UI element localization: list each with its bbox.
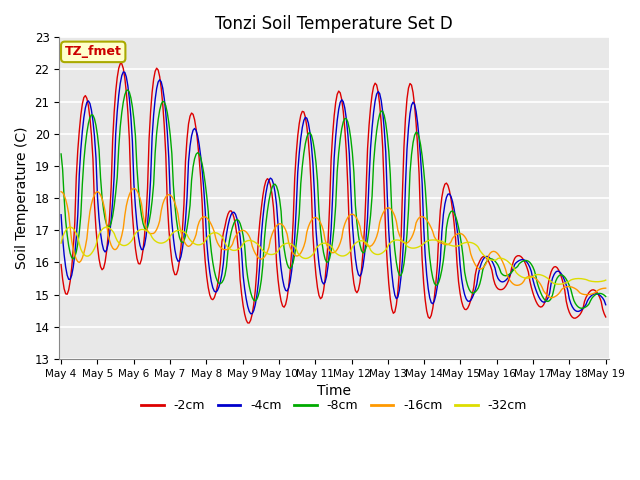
Line: -16cm: -16cm [61,189,605,298]
-2cm [125,136,133,142]
-4cm [602,302,609,308]
-32cm [125,240,133,246]
-16cm [547,295,555,300]
-4cm [125,96,133,102]
-16cm [57,189,65,194]
-4cm [298,125,306,131]
-4cm [250,308,257,313]
-8cm [239,233,247,239]
-4cm [575,309,582,314]
-8cm [297,180,305,186]
-2cm [602,314,609,320]
-8cm [125,89,133,95]
Text: TZ_fmet: TZ_fmet [65,46,122,59]
-4cm [247,311,255,317]
-32cm [297,253,305,259]
-16cm [239,228,247,233]
-2cm [239,303,247,309]
Line: -4cm: -4cm [61,72,605,314]
-16cm [130,186,138,192]
-2cm [298,108,306,114]
Title: Tonzi Soil Temperature Set D: Tonzi Soil Temperature Set D [216,15,453,33]
-8cm [57,151,65,157]
-32cm [239,241,247,247]
-2cm [221,224,228,229]
-32cm [248,238,256,244]
Y-axis label: Soil Temperature (C): Soil Temperature (C) [15,127,29,269]
-16cm [602,285,609,291]
Legend: -2cm, -4cm, -8cm, -16cm, -32cm: -2cm, -4cm, -8cm, -16cm, -32cm [136,394,532,417]
-2cm [57,262,65,267]
Line: -32cm: -32cm [61,227,605,284]
-4cm [239,273,247,279]
-4cm [120,69,127,75]
-32cm [67,224,74,230]
-16cm [124,196,132,202]
-8cm [124,87,132,93]
-2cm [116,61,124,67]
-4cm [57,212,65,217]
-16cm [575,288,582,294]
-32cm [602,277,609,283]
-2cm [575,313,582,319]
-8cm [573,303,580,309]
-8cm [248,295,256,300]
-16cm [221,247,228,252]
-8cm [602,294,609,300]
-2cm [245,320,253,326]
-4cm [221,242,228,248]
-32cm [555,281,563,287]
Line: -8cm: -8cm [61,90,605,308]
-16cm [248,243,256,249]
-32cm [221,240,228,246]
-32cm [57,240,65,246]
Line: -2cm: -2cm [61,64,605,323]
-16cm [297,250,305,256]
-8cm [577,305,585,311]
-32cm [575,276,582,281]
X-axis label: Time: Time [317,384,351,398]
-2cm [250,301,257,307]
-8cm [221,273,228,278]
